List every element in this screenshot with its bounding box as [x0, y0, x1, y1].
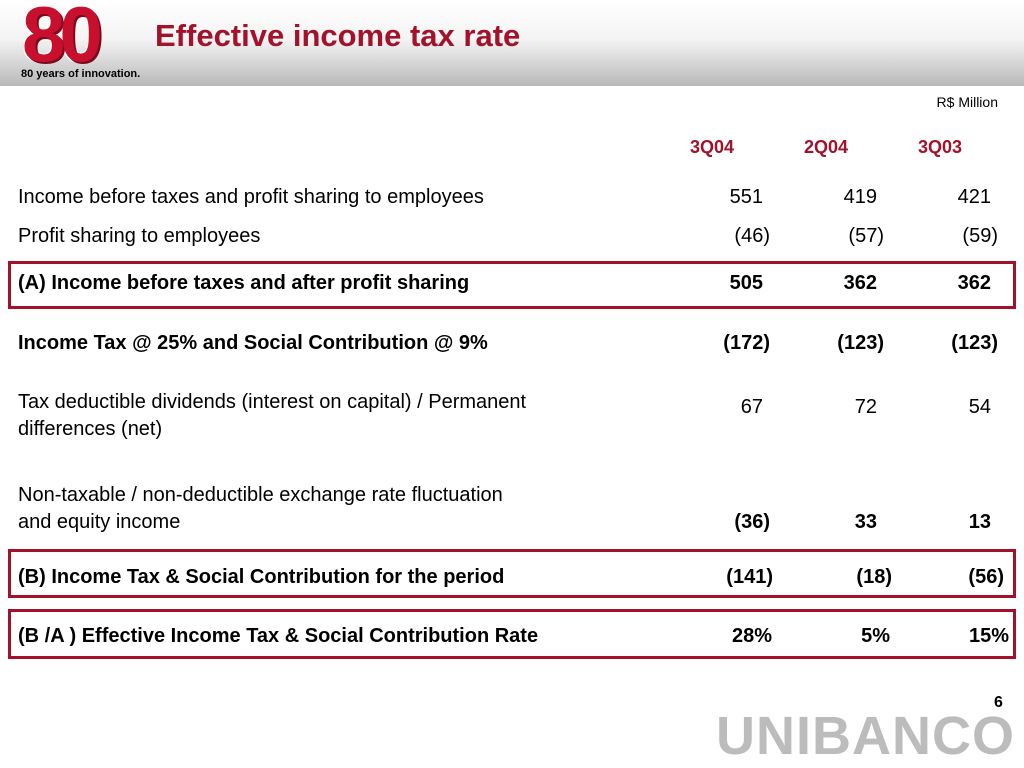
row-value-2q04: 419 — [843, 186, 877, 208]
unit-label: R$ Million — [936, 94, 998, 110]
row-label: Income before taxes and profit sharing t… — [18, 186, 484, 208]
row-value-3q03: (56) — [968, 566, 1004, 588]
anniversary-logo: 80 — [22, 0, 103, 78]
row-value-3q04: (46) — [734, 225, 770, 247]
row-label: (A) Income before taxes and after profit… — [18, 272, 470, 294]
highlight-box-rate — [8, 609, 1016, 659]
row-value-2q04: 362 — [843, 272, 877, 294]
row-label-line2: and equity income — [18, 511, 181, 533]
row-value-3q03: 54 — [968, 396, 991, 418]
row-value-3q04: 505 — [729, 272, 763, 294]
page-number: 6 — [994, 694, 1003, 711]
row-value-2q04: 33 — [854, 511, 877, 533]
header-bar: 80 80 years of innovation. Effective inc… — [0, 0, 1024, 86]
row-label-line1: Tax deductible dividends (interest on ca… — [18, 391, 527, 413]
row-value-2q04: (18) — [856, 566, 892, 588]
slide-title: Effective income tax rate — [155, 18, 521, 53]
column-header-3q04: 3Q04 — [690, 137, 735, 157]
row-value-3q04: (36) — [734, 511, 770, 533]
row-value-3q04: 551 — [729, 186, 763, 208]
row-value-3q03: 13 — [968, 511, 991, 533]
row-label: (B) Income Tax & Social Contribution for… — [18, 566, 505, 588]
brand-logo: UNIBANCO — [716, 706, 1015, 766]
row-value-2q04: (123) — [837, 332, 884, 354]
row-value-3q03: 15% — [968, 625, 1009, 647]
row-label: (B /A ) Effective Income Tax & Social Co… — [18, 625, 539, 647]
column-header-3q03: 3Q03 — [918, 137, 963, 157]
row-value-3q04: (141) — [726, 566, 773, 588]
row-label-line2: differences (net) — [18, 418, 163, 440]
highlight-box-b — [8, 549, 1016, 598]
row-label: Income Tax @ 25% and Social Contribution… — [18, 332, 488, 354]
row-label-line1: Non-taxable / non-deductible exchange ra… — [18, 484, 503, 506]
logo-tagline: 80 years of innovation. — [21, 68, 141, 80]
row-value-3q03: 421 — [957, 186, 991, 208]
row-label: Profit sharing to employees — [18, 225, 261, 247]
row-value-3q04: (172) — [723, 332, 770, 354]
row-value-3q04: 28% — [731, 625, 772, 647]
row-label: Tax deductible dividends (interest on ca… — [18, 389, 526, 443]
row-value-3q03: (123) — [951, 332, 998, 354]
highlight-box-a — [8, 261, 1016, 309]
row-value-2q04: 72 — [854, 396, 877, 418]
row-value-2q04: (57) — [848, 225, 884, 247]
row-label: Non-taxable / non-deductible exchange ra… — [18, 482, 503, 536]
row-value-2q04: 5% — [861, 625, 890, 647]
column-header-2q04: 2Q04 — [804, 137, 849, 157]
row-value-3q03: 362 — [957, 272, 991, 294]
row-value-3q03: (59) — [962, 225, 998, 247]
row-value-3q04: 67 — [740, 396, 763, 418]
